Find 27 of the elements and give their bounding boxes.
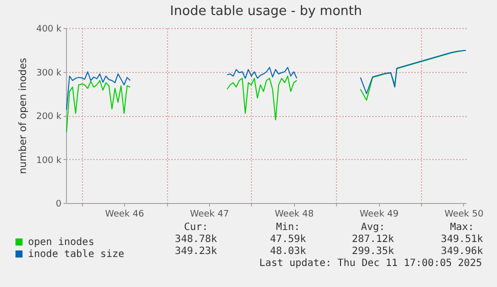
x-tick-label: Week 48 (274, 210, 314, 220)
text: 349.96k (440, 246, 484, 257)
text: 349.23k (174, 246, 218, 257)
x-tick-label: Week 47 (190, 210, 229, 220)
y-tick-label: 100 k (36, 156, 62, 166)
text: 348.78k (174, 234, 218, 245)
chart-title: Inode table usage - by month (170, 4, 362, 19)
y-tick-label: 0 (56, 200, 62, 210)
y-tick-label: 400 k (36, 24, 62, 34)
y-axis-title: number of open inodes (18, 58, 30, 174)
text: 47.59k (270, 234, 306, 245)
text: Last update: Thu Dec 11 17:00:05 2025 (259, 258, 482, 269)
x-tick-label: Week 46 (105, 210, 144, 220)
text: Avg: (360, 222, 386, 233)
text: 349.51k (440, 234, 484, 245)
text: 287.12k (352, 234, 394, 245)
text: Min: (276, 222, 300, 233)
legend-label: open inodes (28, 237, 94, 248)
legend-label: inode table size (28, 249, 124, 260)
y-tick-label: 200 k (36, 112, 62, 122)
text: 299.35k (352, 246, 394, 257)
text: Max: (450, 222, 474, 233)
x-tick-label: Week 50 (444, 210, 484, 220)
x-tick-label: Week 49 (360, 210, 399, 220)
text: Cur: (184, 222, 208, 233)
y-tick-label: 300 k (36, 68, 62, 78)
text: 48.03k (270, 246, 306, 257)
